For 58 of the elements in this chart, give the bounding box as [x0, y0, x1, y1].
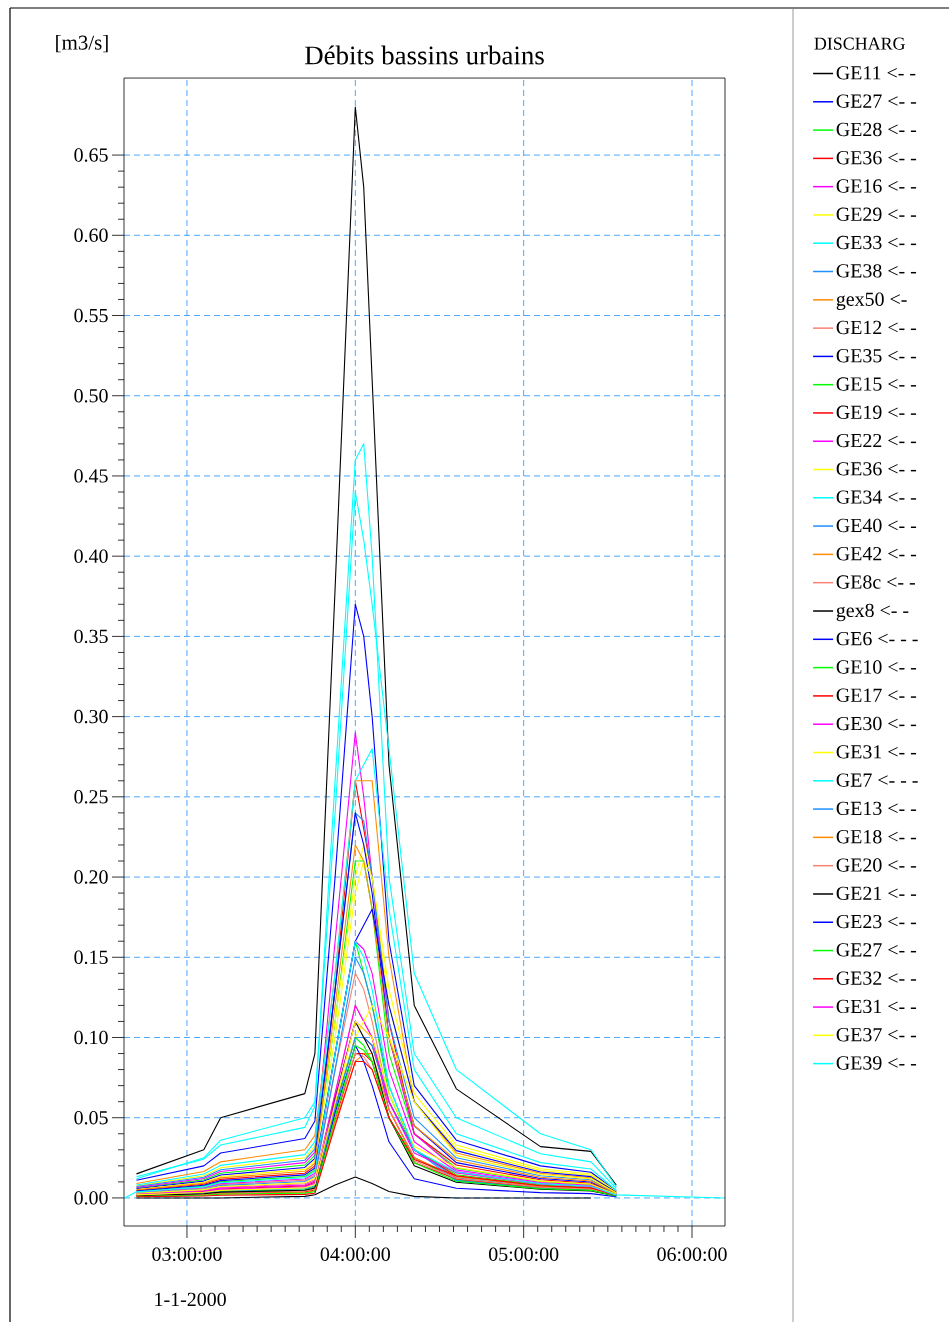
legend-label: gex50 <- — [836, 292, 907, 311]
y-tick-label: 0.25 — [74, 790, 108, 804]
y-tick-label: 0.40 — [74, 549, 108, 563]
y-tick-label: 0.20 — [74, 870, 108, 884]
legend-label: GE27 <- - — [836, 943, 917, 957]
y-tick-label: 0.45 — [74, 469, 108, 483]
legend-label: GE32 <- - — [836, 971, 917, 985]
y-tick-label: 0.60 — [74, 228, 108, 243]
y-tick-label: 0.65 — [74, 148, 108, 162]
legend-label: GE29 <- - — [836, 207, 917, 221]
legend-label: GE11 <- - — [836, 66, 916, 80]
legend-label: GE22 <- - — [836, 433, 917, 448]
legend-label: GE8c <- - — [836, 575, 915, 589]
legend-label: GE15 <- - — [836, 377, 917, 391]
legend-label: GE19 <- - — [836, 405, 917, 419]
legend-label: GE21 <- - — [836, 886, 917, 901]
legend-label: GE6 <- - - — [836, 631, 918, 646]
legend-label: GE28 <- - — [836, 122, 917, 137]
x-tick-label: 03:00:00 — [152, 1247, 222, 1262]
legend-label: GE33 <- - — [836, 235, 917, 250]
legend-label: GE18 <- - — [836, 829, 917, 844]
x-tick-label: 06:00:00 — [657, 1247, 727, 1262]
legend-label: GE17 <- - — [836, 688, 917, 702]
legend-label: GE42 <- - — [836, 547, 917, 561]
legend-label: GE35 <- - — [836, 349, 917, 363]
y-tick-label: 0.30 — [74, 709, 108, 724]
legend-label: GE27 <- - — [836, 94, 917, 108]
legend-label: GE10 <- - — [836, 660, 917, 674]
legend-label: GE40 <- - — [836, 518, 917, 533]
legend-label: GE39 <- - — [836, 1056, 917, 1070]
y-tick-label: 0.15 — [74, 950, 108, 965]
legend-label: GE23 <- - — [836, 914, 917, 929]
x-tick-label: 04:00:00 — [320, 1247, 390, 1262]
legend-label: GE13 <- - — [836, 801, 917, 816]
legend-label: GE12 <- - — [836, 320, 917, 335]
legend-label: GE31 <- - — [836, 999, 917, 1014]
legend-label: GE20 <- - — [836, 858, 917, 872]
legend-label: GE30 <- - — [836, 716, 917, 731]
y-tick-label: 0.35 — [74, 629, 108, 644]
y-tick-label: 0.50 — [74, 388, 108, 403]
text: 1-1-2000 — [155, 1292, 226, 1307]
legend-label: GE36 <- - — [836, 462, 917, 476]
y-axis-title: [m3/s] — [56, 34, 108, 53]
y-tick-label: 0.10 — [74, 1030, 108, 1045]
y-tick-label: 0.00 — [74, 1191, 108, 1205]
legend-label: GE16 <- - — [836, 179, 917, 193]
x-tick-label: 05:00:00 — [489, 1247, 559, 1262]
legend-label: GE38 <- - — [836, 264, 917, 278]
legend-label: GE7 <- - - — [836, 773, 918, 787]
legend-label: GE31 <- - — [836, 745, 917, 759]
legend-title: DISCHARG — [814, 37, 905, 50]
legend-label: GE37 <- - — [836, 1028, 917, 1042]
y-tick-label: 0.05 — [74, 1110, 108, 1125]
legend-label: GE36 <- - — [836, 151, 917, 165]
y-tick-label: 0.55 — [74, 308, 108, 323]
chart-title: Débits bassins urbains — [304, 45, 544, 65]
legend-label: gex8 <- - — [836, 603, 909, 622]
legend-label: GE34 <- - — [836, 490, 917, 504]
